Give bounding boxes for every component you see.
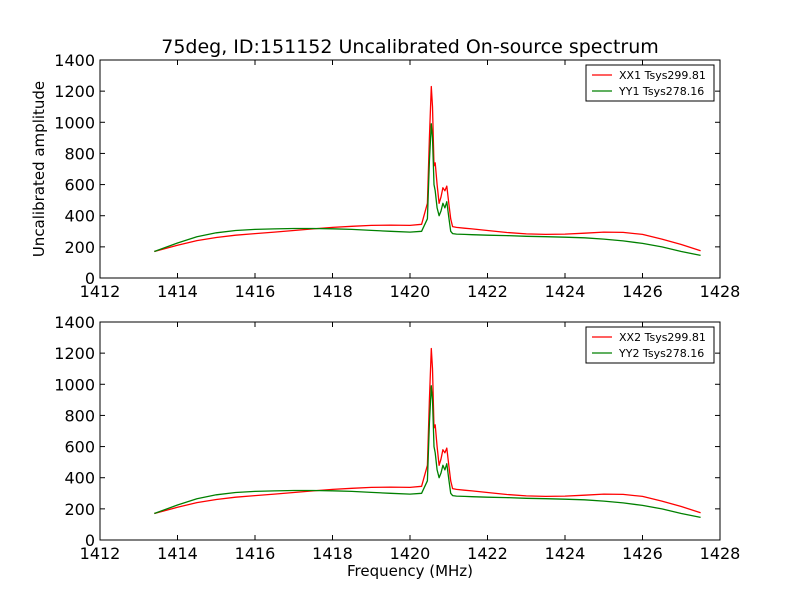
top-x-ticks: 1412 1414 1416 1418 1420 1422 1424 1426 1428 bbox=[80, 60, 741, 301]
bottom-x-tick-label: 1422 bbox=[467, 544, 508, 563]
bottom-series-line-1 bbox=[154, 347, 701, 515]
chart-title: 75deg, ID:151152 Uncalibrated On-source … bbox=[161, 36, 659, 58]
bottom-y-tick-label: 1200 bbox=[54, 344, 95, 363]
bottom-x-tick-label: 1412 bbox=[80, 544, 121, 563]
bottom-x-tick-label: 1416 bbox=[235, 544, 276, 563]
top-x-tick-label: 1426 bbox=[622, 282, 663, 301]
bottom-x-ticks: 1412 1414 1416 1418 1420 1422 1424 1426 1428 bbox=[80, 322, 741, 563]
bottom-x-tick-label: 1424 bbox=[545, 544, 586, 563]
bottom-x-tick-label: 1420 bbox=[390, 544, 431, 563]
bottom-y-tick-label: 200 bbox=[64, 500, 95, 519]
bottom-x-tick-label: 1418 bbox=[312, 544, 353, 563]
bottom-legend-label-2: YY2 Tsys278.16 bbox=[618, 347, 704, 360]
x-axis-label: Frequency (MHz) bbox=[347, 562, 473, 580]
bottom-plot-lines bbox=[154, 347, 701, 519]
bottom-y-ticks: 0 200 400 600 800 1000 1200 1400 bbox=[54, 313, 720, 550]
bottom-subplot: Frequency (MHz) 1412 1414 1416 1418 1420 1422… bbox=[54, 313, 740, 580]
top-y-tick-label: 1400 bbox=[54, 51, 95, 70]
top-y-tick-label: 200 bbox=[64, 238, 95, 257]
top-y-tick-label: 800 bbox=[64, 144, 95, 163]
bottom-legend-label-1: XX2 Tsys299.81 bbox=[619, 331, 706, 344]
top-series-line-1 bbox=[154, 85, 701, 253]
top-x-tick-label: 1428 bbox=[700, 282, 741, 301]
bottom-y-tick-label: 800 bbox=[64, 406, 95, 425]
bottom-legend: XX2 Tsys299.81 YY2 Tsys278.16 bbox=[585, 326, 715, 364]
top-y-tick-label: 1000 bbox=[54, 113, 95, 132]
bottom-x-tick-label: 1414 bbox=[157, 544, 198, 563]
bottom-x-tick-label: 1428 bbox=[700, 544, 741, 563]
top-series-line-2 bbox=[154, 123, 701, 257]
top-legend-label-2: YY1 Tsys278.16 bbox=[618, 85, 704, 98]
top-y-ticks: 0 200 400 600 800 1000 1200 1400 bbox=[54, 51, 720, 288]
bottom-legend-box bbox=[585, 326, 715, 364]
bottom-series-line-2 bbox=[154, 385, 701, 519]
top-legend-box bbox=[585, 64, 715, 102]
top-y-tick-label: 600 bbox=[64, 176, 95, 195]
top-x-tick-label: 1416 bbox=[235, 282, 276, 301]
bottom-y-tick-label: 0 bbox=[85, 531, 95, 550]
top-legend-label-1: XX1 Tsys299.81 bbox=[619, 69, 706, 82]
top-x-tick-label: 1418 bbox=[312, 282, 353, 301]
top-x-tick-label: 1424 bbox=[545, 282, 586, 301]
top-x-tick-label: 1412 bbox=[80, 282, 121, 301]
bottom-y-tick-label: 600 bbox=[64, 438, 95, 457]
bottom-y-tick-label: 400 bbox=[64, 469, 95, 488]
top-y-tick-label: 400 bbox=[64, 207, 95, 226]
top-plot-lines bbox=[154, 85, 701, 257]
top-y-tick-label: 0 bbox=[85, 269, 95, 288]
top-x-tick-label: 1414 bbox=[157, 282, 198, 301]
top-subplot: 75deg, ID:151152 Uncalibrated On-source … bbox=[30, 36, 740, 301]
top-y-axis-label: Uncalibrated amplitude bbox=[30, 81, 48, 257]
bottom-y-tick-label: 1400 bbox=[54, 313, 95, 332]
top-x-tick-label: 1420 bbox=[390, 282, 431, 301]
bottom-y-tick-label: 1000 bbox=[54, 375, 95, 394]
bottom-x-tick-label: 1426 bbox=[622, 544, 663, 563]
top-y-tick-label: 1200 bbox=[54, 82, 95, 101]
top-legend: XX1 Tsys299.81 YY1 Tsys278.16 bbox=[585, 64, 715, 102]
top-x-tick-label: 1422 bbox=[467, 282, 508, 301]
